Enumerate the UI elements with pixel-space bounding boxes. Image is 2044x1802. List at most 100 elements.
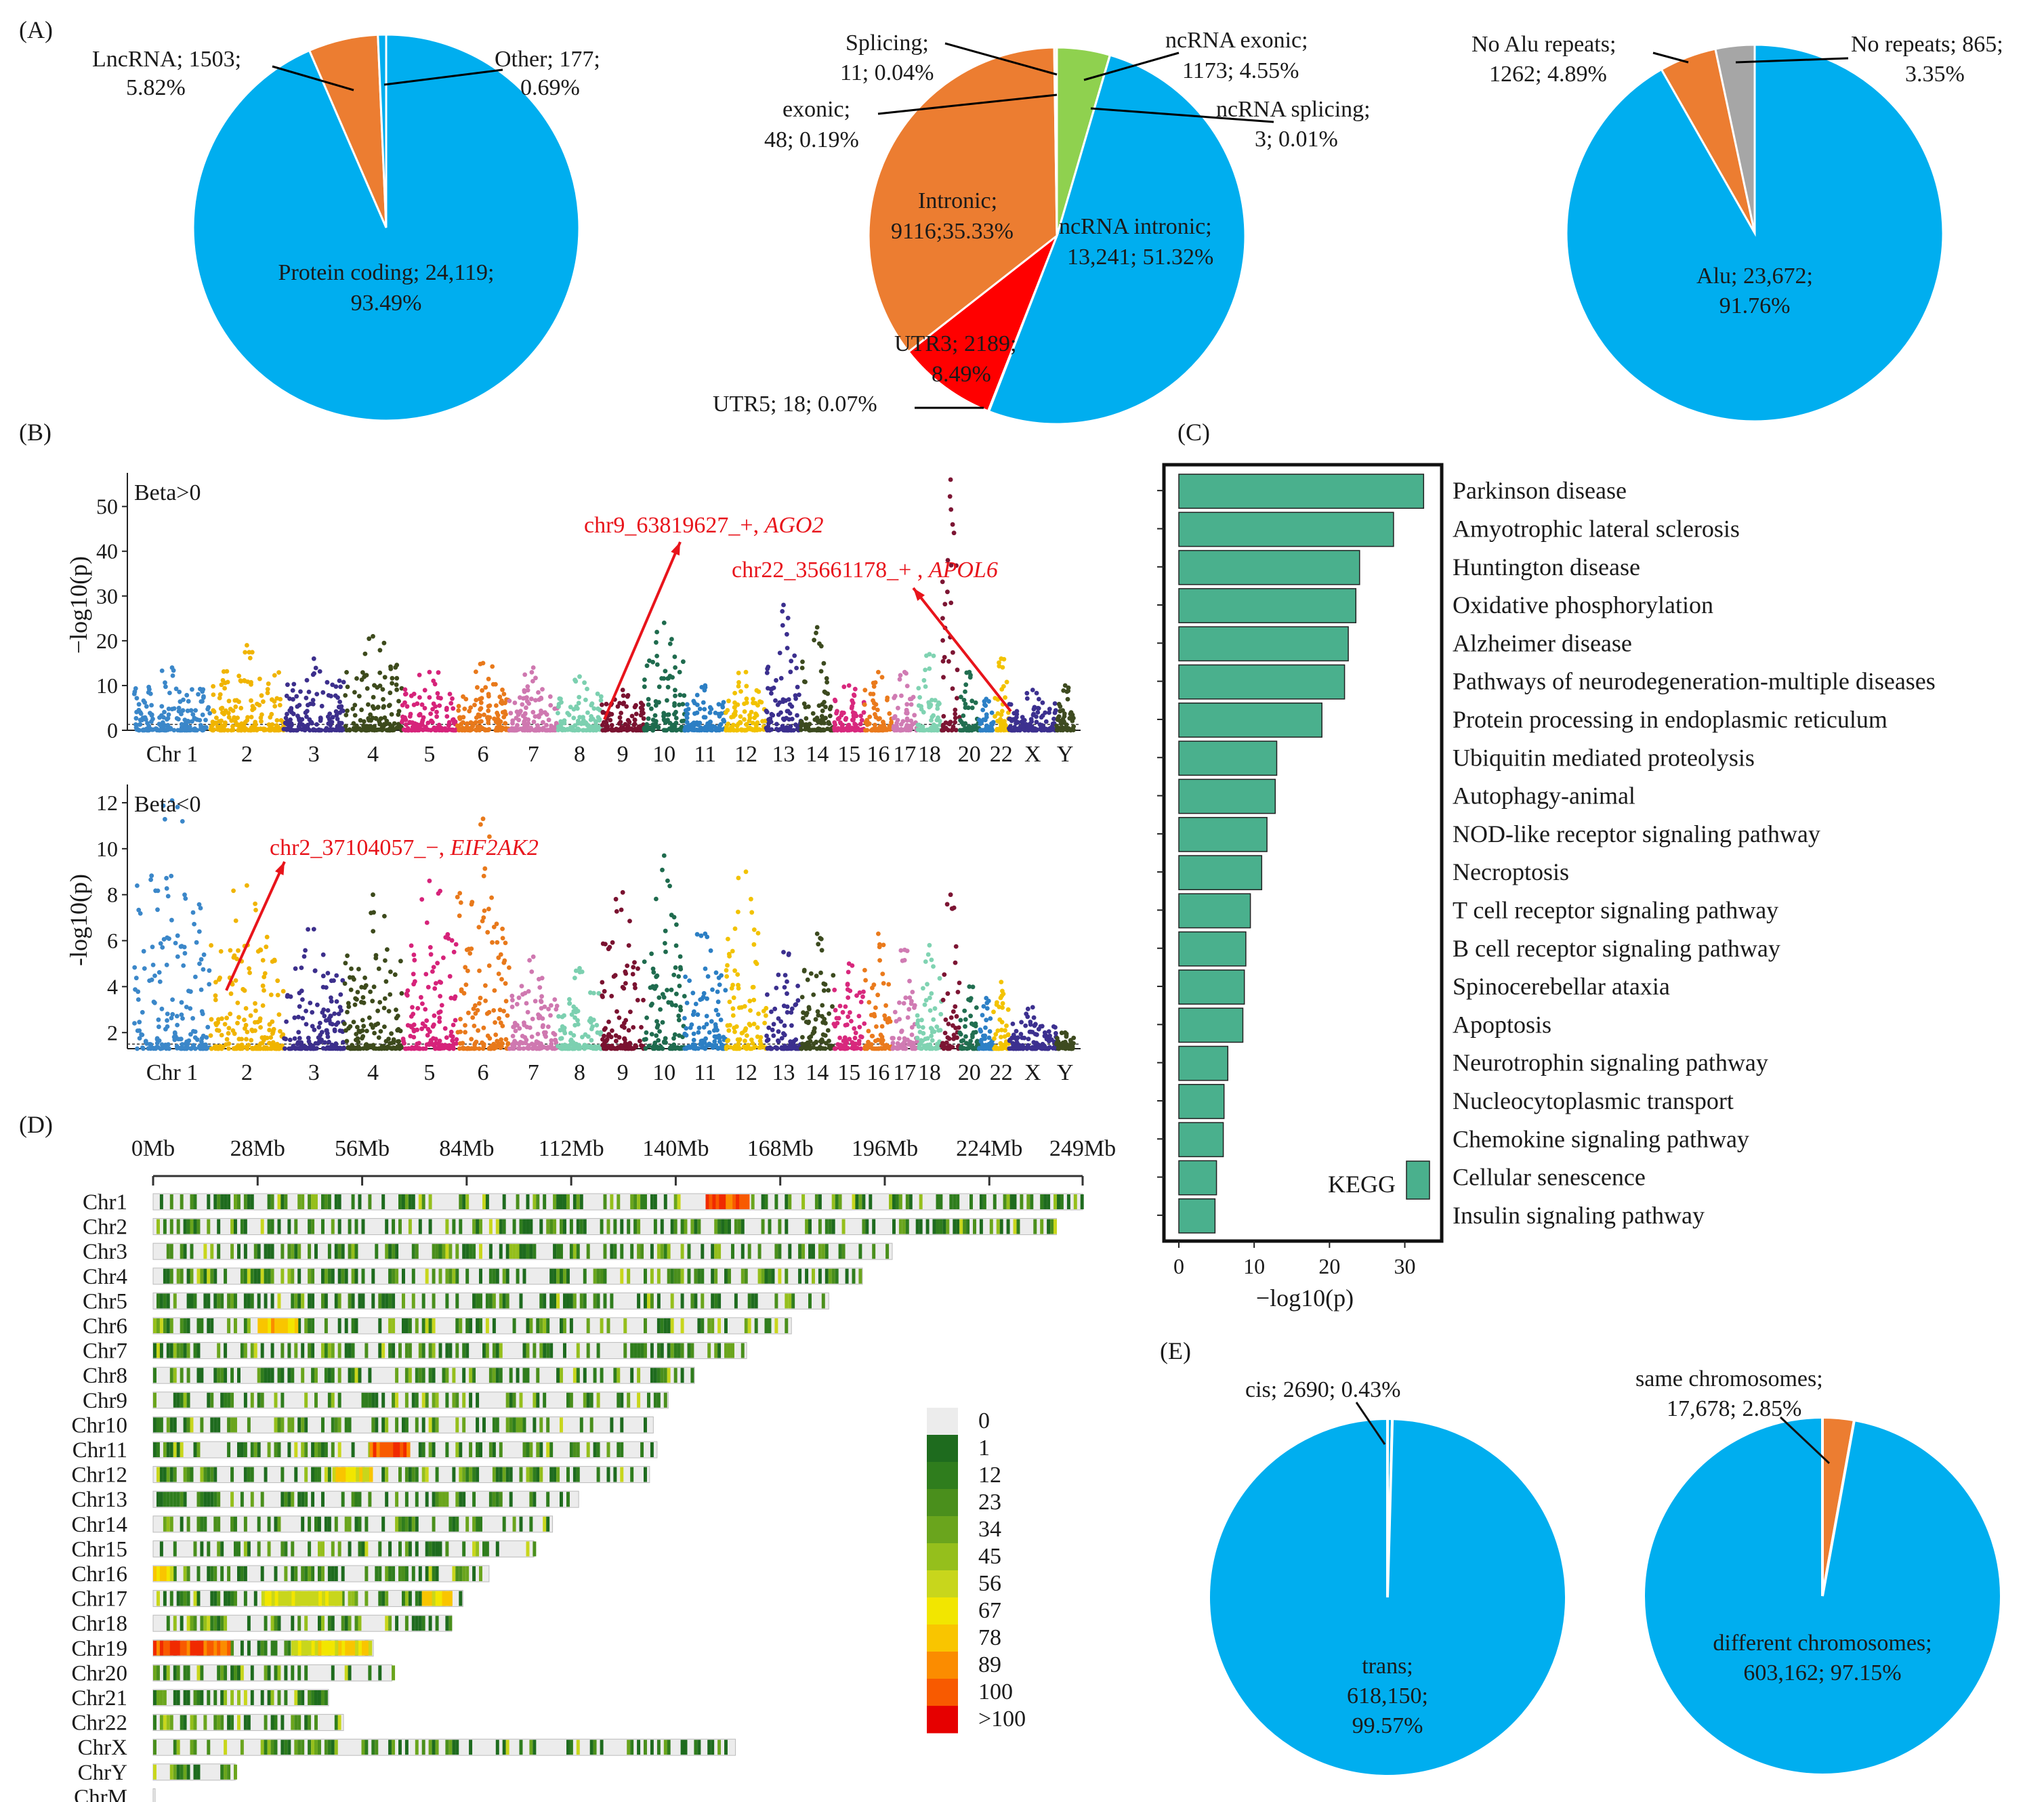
snp-point — [306, 690, 312, 694]
snp-point — [852, 692, 856, 697]
snp-point — [743, 869, 749, 875]
snp-point — [449, 995, 454, 1001]
snp-point — [740, 1030, 745, 1035]
snp-point — [366, 702, 371, 707]
snp-point — [198, 906, 203, 910]
density-bin — [190, 1194, 194, 1209]
snp-point — [742, 717, 747, 722]
snp-point — [211, 708, 216, 713]
snp-point — [1005, 1007, 1011, 1012]
snp-point — [707, 1030, 712, 1035]
snp-point — [312, 1027, 317, 1032]
snp-point — [703, 931, 708, 936]
snp-point — [951, 1023, 955, 1028]
snp-point — [620, 889, 625, 895]
snp-point — [149, 703, 154, 708]
snp-point — [258, 1025, 263, 1030]
snp-point — [672, 701, 677, 706]
snp-point — [284, 693, 289, 698]
snp-point — [814, 715, 820, 721]
snp-point — [845, 982, 850, 986]
pie-chart-genomic-region: ncRNA intronic;13,241; 51.32%UTR5; 18; 0… — [713, 28, 1371, 425]
chromosome-points-4 — [342, 892, 404, 1051]
snp-point — [320, 1046, 326, 1051]
chromosome-points-8 — [556, 674, 604, 733]
snp-point — [776, 972, 781, 978]
snp-point — [984, 696, 989, 702]
snp-point — [472, 703, 477, 707]
snp-point — [274, 718, 280, 723]
kegg-category-label: Nucleocytoplasmic transport — [1453, 1087, 1734, 1114]
snp-point — [726, 936, 730, 942]
snp-point — [309, 721, 314, 726]
snp-point — [394, 663, 400, 668]
snp-point — [341, 708, 346, 713]
snp-point — [419, 897, 425, 902]
snp-point — [336, 1011, 341, 1016]
snp-point — [677, 984, 682, 988]
snp-point — [862, 1021, 867, 1026]
snp-point — [175, 933, 180, 938]
snp-point — [959, 1044, 964, 1049]
snp-point — [236, 673, 242, 679]
snp-point — [524, 1024, 530, 1030]
snp-point — [1030, 1005, 1035, 1010]
snp-point — [232, 1031, 237, 1036]
chromosome-points-15 — [832, 683, 867, 733]
snp-point — [638, 713, 644, 718]
snp-point — [382, 996, 388, 1001]
snp-point — [992, 1036, 997, 1041]
snp-point — [432, 682, 438, 687]
snp-point — [669, 1000, 673, 1005]
snp-point — [368, 712, 373, 717]
snp-point — [425, 1032, 430, 1038]
snp-point — [498, 1045, 503, 1051]
snp-point — [482, 712, 486, 717]
snp-point — [744, 721, 749, 727]
snp-point — [499, 698, 504, 703]
snp-point — [325, 971, 331, 976]
snp-point — [769, 711, 774, 717]
snp-point — [781, 602, 786, 608]
snp-point — [700, 1045, 705, 1050]
snp-point — [899, 1029, 904, 1034]
snp-point — [187, 724, 192, 730]
snp-point — [292, 1036, 297, 1041]
snp-point — [587, 1018, 592, 1024]
snp-point — [917, 695, 922, 700]
snp-point — [503, 1036, 509, 1042]
snp-point — [948, 562, 954, 568]
snp-point — [297, 1004, 302, 1009]
snp-point — [411, 952, 417, 957]
snp-point — [373, 1046, 379, 1051]
snp-point — [931, 964, 936, 969]
snp-point — [593, 724, 598, 728]
snp-point — [387, 721, 392, 727]
snp-point — [647, 658, 652, 663]
snp-point — [253, 908, 258, 913]
snp-point — [638, 700, 644, 705]
snp-point — [388, 1041, 392, 1046]
snp-point — [372, 1030, 377, 1036]
snp-point — [322, 728, 328, 733]
snp-point — [935, 728, 940, 733]
snp-point — [306, 722, 310, 728]
kegg-category-label: Ubiquitin mediated proteolysis — [1453, 744, 1755, 771]
snp-point — [277, 1046, 282, 1051]
snp-point — [721, 717, 726, 723]
snp-point — [953, 960, 958, 965]
snp-point — [871, 705, 877, 711]
snp-point — [656, 725, 661, 730]
snp-point — [1033, 1022, 1038, 1027]
snp-point — [938, 1011, 944, 1017]
snp-point — [598, 694, 604, 699]
leader-line — [1090, 107, 1274, 123]
snp-point — [345, 953, 350, 959]
snp-point — [386, 1009, 392, 1013]
snp-point — [751, 927, 757, 932]
snp-point — [359, 677, 364, 682]
chromosome-points-7 — [507, 665, 560, 733]
snp-point — [1051, 716, 1056, 721]
snp-point — [200, 689, 205, 694]
